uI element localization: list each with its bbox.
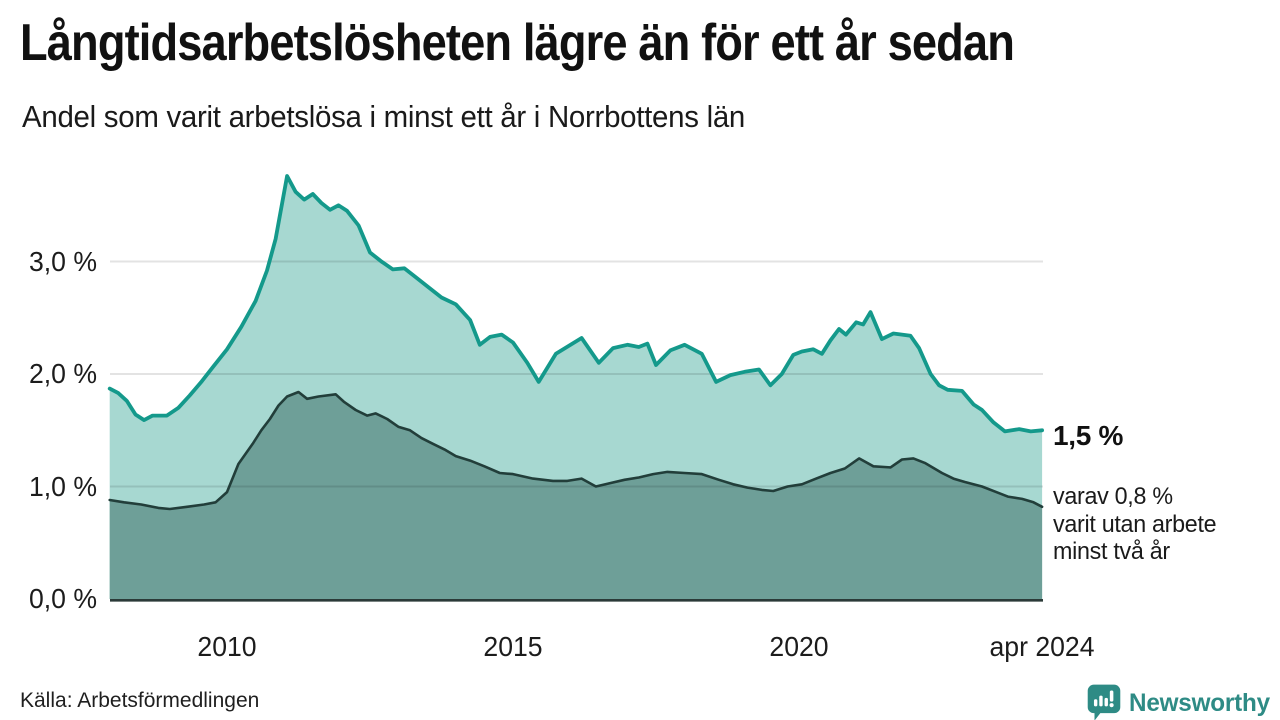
end-value-annotation: 1,5 % varav 0,8 % varit utan arbete mins… <box>1053 420 1273 566</box>
detail-line: minst två år <box>1053 538 1170 565</box>
newsworthy-wordmark: Newsworthy <box>1129 688 1270 717</box>
detail-line: varav 0,8 % <box>1053 483 1173 510</box>
x-tick-label: 2020 <box>769 631 829 662</box>
x-tick-label: 2015 <box>483 631 543 662</box>
gridlines <box>110 260 1043 488</box>
y-tick-label: 2,0 % <box>28 358 97 389</box>
line-total-unemployed <box>107 174 1044 434</box>
area-two-years-unemployed <box>109 392 1043 599</box>
page-subtitle: Andel som varit arbetslösa i minst ett å… <box>22 99 746 134</box>
x-tick-label: 2010 <box>197 631 257 662</box>
end-value-detail: varav 0,8 % varit utan arbete minst två … <box>1053 483 1273 566</box>
source-note: Källa: Arbetsförmedlingen <box>20 689 260 712</box>
y-tick-label: 1,0 % <box>28 470 97 502</box>
x-tick-label: apr 2024 <box>989 631 1095 662</box>
line-two-years-unemployed <box>108 390 1044 511</box>
page-title: Långtidsarbetslösheten lägre än för ett … <box>20 14 1015 72</box>
detail-line: varit utan arbete <box>1053 510 1217 538</box>
end-value-label: 1,5 % <box>1053 420 1124 451</box>
newsworthy-bubble-chart-icon <box>1087 684 1121 720</box>
newsworthy-logo: Newsworthy <box>1086 684 1274 720</box>
y-tick-label: 0,0 % <box>28 583 97 614</box>
y-tick-label: 3,0 % <box>28 245 97 277</box>
